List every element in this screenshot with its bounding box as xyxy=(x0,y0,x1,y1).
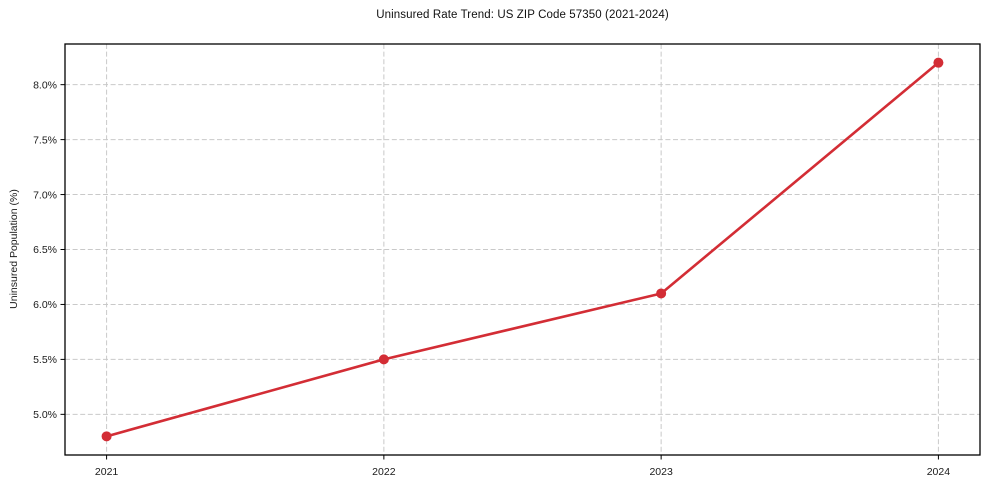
x-tick-label: 2022 xyxy=(372,466,396,478)
data-point-marker xyxy=(656,288,667,299)
y-tick-label: 7.0% xyxy=(33,189,57,201)
y-tick-label: 5.5% xyxy=(33,354,57,366)
trend-line xyxy=(105,61,940,438)
y-tick-label: 6.0% xyxy=(33,299,57,311)
chart-title: Uninsured Rate Trend: US ZIP Code 57350 … xyxy=(376,9,669,21)
x-tick-label: 2024 xyxy=(927,466,951,478)
data-point-marker xyxy=(101,431,112,442)
data-point-marker xyxy=(378,354,389,365)
x-tick-label: 2023 xyxy=(649,466,673,478)
y-tick-label: 7.5% xyxy=(33,134,57,146)
x-tick-label: 2021 xyxy=(95,466,119,478)
data-point-marker xyxy=(933,57,944,68)
y-tick-label: 6.5% xyxy=(33,244,57,256)
y-tick-label: 5.0% xyxy=(33,409,57,421)
y-tick-label: 8.0% xyxy=(33,79,57,91)
